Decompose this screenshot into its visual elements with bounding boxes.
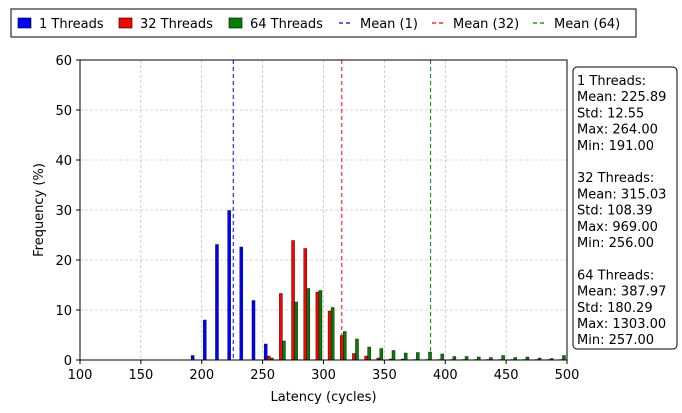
stats-line: Min: 191.00 bbox=[577, 139, 654, 154]
stats-line: Mean: 387.97 bbox=[577, 285, 666, 300]
histogram-bar bbox=[266, 355, 271, 361]
histogram-bar bbox=[379, 348, 384, 361]
legend-label: 32 Threads bbox=[140, 17, 213, 32]
y-tick-label: 30 bbox=[55, 204, 72, 219]
histogram-bar bbox=[464, 356, 469, 361]
x-tick-label: 100 bbox=[68, 368, 93, 383]
x-tick-label: 450 bbox=[494, 368, 519, 383]
x-tick-label: 500 bbox=[555, 368, 580, 383]
stats-line: Max: 1303.00 bbox=[577, 317, 666, 332]
histogram-bar bbox=[355, 338, 359, 361]
stats-line: Std: 108.39 bbox=[577, 204, 653, 219]
stats-line: 1 Threads: bbox=[577, 74, 646, 89]
legend-frame bbox=[10, 8, 637, 38]
histogram-bar bbox=[452, 356, 457, 361]
stats-line: Std: 180.29 bbox=[577, 301, 653, 316]
y-axis-label: Frequency (%) bbox=[32, 163, 47, 257]
histogram-bar bbox=[251, 300, 256, 361]
histogram-bar bbox=[364, 355, 368, 361]
histogram-bar bbox=[416, 352, 420, 361]
histogram-bars bbox=[190, 210, 566, 361]
histogram-bar bbox=[291, 240, 295, 361]
histogram-bar bbox=[315, 291, 320, 361]
histogram-bar bbox=[562, 355, 566, 361]
histogram-bar bbox=[352, 353, 356, 361]
histogram-bar bbox=[282, 340, 286, 361]
legend-label: Mean (32) bbox=[453, 17, 519, 32]
histogram-bar bbox=[306, 288, 311, 361]
stats-line: Mean: 225.89 bbox=[577, 90, 666, 105]
y-tick-label: 20 bbox=[55, 254, 72, 269]
histogram-bar bbox=[303, 248, 307, 361]
legend-label: 1 Threads bbox=[39, 17, 104, 32]
histogram-bar bbox=[367, 346, 371, 361]
stats-line: 64 Threads: bbox=[577, 268, 654, 283]
histogram-bar bbox=[263, 343, 268, 361]
y-tick-label: 50 bbox=[55, 104, 72, 119]
histogram-bar bbox=[330, 307, 335, 361]
legend-label: 64 Threads bbox=[250, 17, 323, 32]
histogram-bar bbox=[440, 353, 444, 361]
histogram-bar bbox=[203, 319, 207, 361]
histogram-bar bbox=[190, 355, 195, 361]
x-tick-label: 400 bbox=[433, 368, 458, 383]
legend-label: Mean (1) bbox=[360, 17, 418, 32]
legend-swatch bbox=[17, 17, 32, 29]
x-axis-ticks: 100 150 200 250 300 350 400 450 500 bbox=[68, 360, 580, 383]
x-tick-label: 250 bbox=[250, 368, 275, 383]
histogram-bar bbox=[501, 355, 505, 361]
legend-swatch bbox=[228, 17, 243, 29]
stats-line: Min: 256.00 bbox=[577, 236, 654, 251]
x-tick-label: 300 bbox=[311, 368, 336, 383]
histogram-bar bbox=[215, 244, 219, 361]
y-tick-label: 60 bbox=[55, 54, 72, 69]
stats-line: Min: 257.00 bbox=[577, 333, 654, 348]
histogram-bar bbox=[343, 331, 347, 361]
y-tick-label: 10 bbox=[55, 304, 72, 319]
stats-line: 32 Threads: bbox=[577, 171, 654, 186]
stats-box-frame bbox=[572, 66, 678, 350]
x-axis-label: Latency (cycles) bbox=[270, 390, 376, 405]
y-axis-ticks: 0 10 20 30 40 50 60 bbox=[55, 54, 80, 369]
stats-line: Std: 12.55 bbox=[577, 106, 644, 121]
legend: 1 Threads 32 Threads 64 Threads Mean (1) Mea… bbox=[10, 8, 637, 38]
mean-lines bbox=[232, 60, 432, 360]
x-tick-label: 350 bbox=[372, 368, 397, 383]
x-tick-label: 150 bbox=[128, 368, 153, 383]
y-tick-label: 0 bbox=[64, 354, 72, 369]
histogram-bar bbox=[403, 352, 408, 361]
grid bbox=[79, 59, 568, 361]
histogram-bar bbox=[239, 246, 244, 361]
histogram-bar bbox=[279, 293, 283, 361]
stats-line: Max: 969.00 bbox=[577, 220, 658, 235]
legend-label: Mean (64) bbox=[554, 17, 620, 32]
histogram-bar bbox=[327, 310, 332, 361]
histogram-bar bbox=[227, 210, 231, 361]
histogram-bar bbox=[318, 290, 323, 361]
stats-line: Max: 264.00 bbox=[577, 123, 658, 138]
histogram-bar bbox=[294, 301, 298, 361]
legend-swatch bbox=[118, 17, 133, 29]
histogram-bar bbox=[391, 350, 396, 361]
x-tick-label: 200 bbox=[189, 368, 214, 383]
stats-line: Mean: 315.03 bbox=[577, 187, 666, 202]
y-tick-label: 40 bbox=[55, 154, 72, 169]
